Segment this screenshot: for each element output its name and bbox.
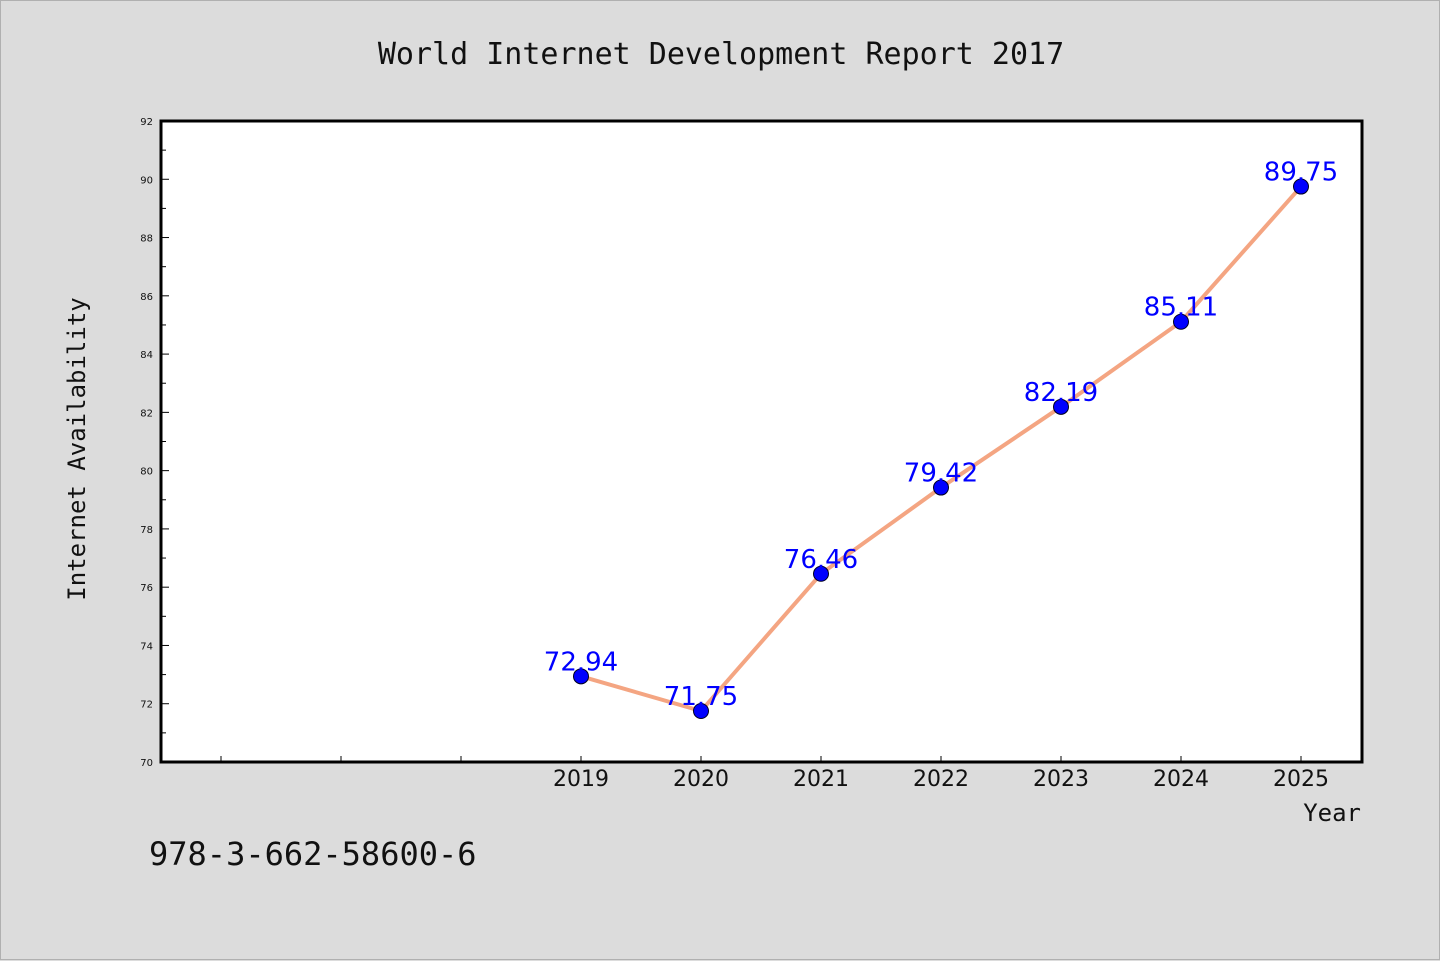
plot-area — [161, 121, 1362, 762]
plot-frame — [159, 119, 1364, 764]
y-tick-label: 74 — [140, 641, 153, 652]
y-tick-label: 82 — [140, 408, 153, 419]
x-tick-label: 2019 — [553, 767, 609, 792]
x-tick-label: 2025 — [1273, 767, 1329, 792]
y-tick-label: 76 — [140, 583, 153, 594]
data-point — [573, 668, 589, 685]
isbn-text: 978-3-662-58600-6 — [149, 835, 477, 873]
data-point — [1173, 313, 1189, 330]
data-label: 89.75 — [1264, 158, 1338, 188]
series-group: 72.94 71.75 76.46 79.42 82.19 85.11 89.75 — [544, 158, 1338, 720]
data-point — [813, 565, 829, 582]
data-point — [693, 703, 709, 720]
y-tick-label: 70 — [140, 758, 153, 769]
x-tick-label: 2020 — [673, 767, 729, 792]
y-tick-label: 84 — [140, 350, 153, 361]
y-tick-label: 72 — [140, 700, 153, 711]
data-label: 71.75 — [664, 682, 738, 712]
x-axis-label: Year — [1303, 799, 1361, 827]
x-tick-label: 2021 — [793, 767, 849, 792]
data-label: 76.46 — [784, 545, 858, 575]
y-tick-label: 80 — [140, 467, 153, 478]
chart-title: World Internet Development Report 2017 — [378, 37, 1064, 72]
y-tick-label: 78 — [140, 525, 153, 536]
y-tick-label: 86 — [140, 292, 153, 303]
x-tick-label: 2022 — [913, 767, 969, 792]
data-point — [1053, 398, 1069, 415]
data-label: 72.94 — [544, 647, 618, 677]
x-tick-label: 2024 — [1153, 767, 1209, 792]
y-axis-label: Internet Availability — [63, 297, 91, 600]
y-tick-label: 90 — [140, 175, 153, 186]
y-tick-label: 92 — [140, 117, 153, 128]
x-tick-label: 2023 — [1033, 767, 1089, 792]
axes: 70 72 74 76 78 80 82 84 86 88 90 92 2019 2020 2021 2022… — [140, 117, 1329, 792]
data-label: 82.19 — [1024, 378, 1098, 408]
y-tick-label: 88 — [140, 234, 153, 245]
data-point — [1293, 178, 1309, 195]
data-point — [933, 479, 949, 496]
data-label: 85.11 — [1144, 293, 1218, 323]
data-label: 79.42 — [904, 459, 978, 489]
